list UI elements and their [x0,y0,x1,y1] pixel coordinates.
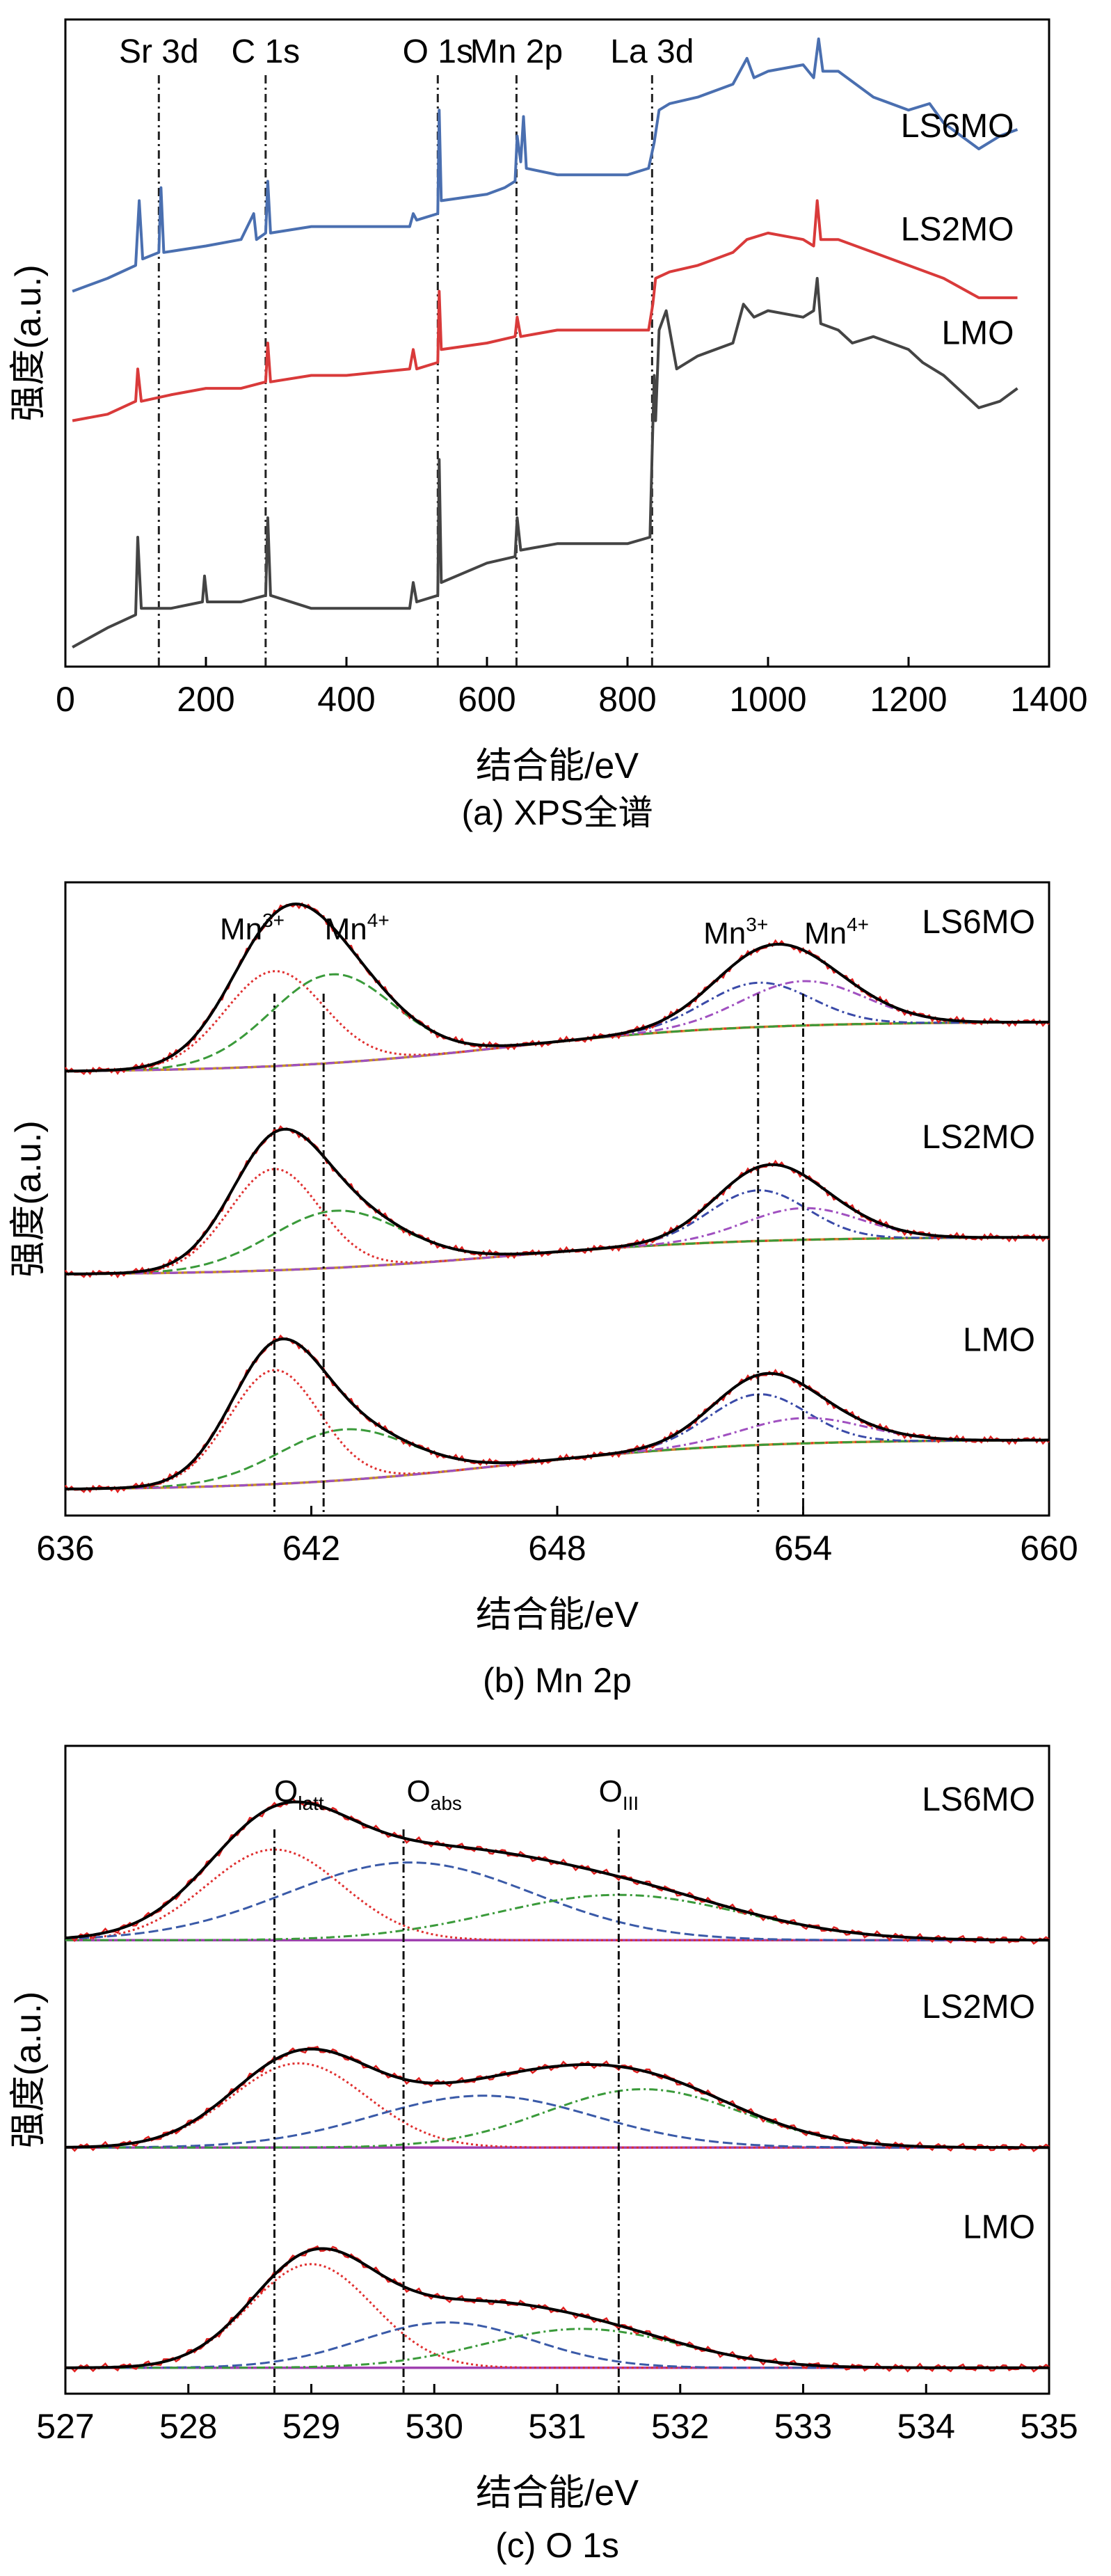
x-axis-label: 结合能/eV [476,1595,639,1635]
x-tick-label: 535 [1020,2407,1078,2446]
series-label: LS2MO [901,212,1014,248]
y-axis-label: 强度(a.u.) [8,1991,49,2148]
peak-label-base: O [274,1774,298,1808]
component-peak [65,973,1050,1072]
series-label: LMO [941,315,1014,351]
peak-label-superscript: 4+ [367,909,390,931]
x-tick-label: 400 [317,680,375,719]
series-line-ls6mo [72,37,1018,293]
fit-envelope-line [65,1800,1050,1942]
sample-label: LS6MO [922,1781,1035,1818]
y-axis-label: 强度(a.u.) [8,264,49,421]
sample-lmo: LMO [65,2209,1050,2373]
x-tick-label: 636 [36,1529,94,1568]
x-tick-label: 654 [774,1529,832,1568]
peak-label-superscript: 3+ [262,909,285,931]
plot-frame [64,18,1050,668]
x-tick-label: 1400 [1010,680,1087,719]
x-tick-label: 600 [458,680,515,719]
peak-label: OIII [599,1774,639,1814]
peak-label-superscript: 3+ [746,914,768,935]
y-axis-label: 强度(a.u.) [8,1120,49,1277]
peak-label-base: Mn [703,916,746,951]
x-tick-label: 800 [598,680,656,719]
fit-envelope-line [65,1127,1050,1275]
peak-label: Olatt [274,1774,324,1814]
x-tick-label: 200 [177,680,234,719]
panel-subtitle: (c) O 1s [495,2526,619,2565]
x-tick-label: 534 [897,2407,955,2446]
peak-label-base: O [599,1774,623,1808]
component-peak [65,2328,1049,2369]
x-tick-label: 532 [651,2407,709,2446]
x-tick-label: 529 [282,2407,340,2446]
sample-ls6mo: LS6MO [64,902,1050,1076]
sample-label: LS2MO [922,1119,1035,1156]
fit-envelope-line [65,2247,1049,2369]
x-tick-label: 648 [528,1529,586,1568]
component-peak [65,2094,1049,2149]
series-line-lmo [72,277,1018,649]
sample-label: LS2MO [922,1989,1035,2026]
fit-envelope-line [65,2047,1049,2149]
element-label: C 1s [231,33,300,70]
x-tick-label: 527 [36,2407,94,2446]
x-axis-label: 结合能/eV [476,2473,639,2513]
x-tick-label: 530 [406,2407,463,2446]
x-tick-label: 1000 [729,680,806,719]
element-label: La 3d [610,33,694,70]
peak-label-base: Mn [804,916,847,951]
x-tick-label: 533 [774,2407,832,2446]
peak-label: Mn3+ [703,914,768,951]
sample-label: LMO [963,2209,1035,2246]
panel-subtitle: (a) XPS全谱 [461,793,653,832]
peak-label: Mn3+ [220,909,285,946]
chart-panel-1: 0 200 400 600 800 1000 1200 1400 结合能/eV 强度(a.u.) (… [8,18,1088,832]
element-label: O 1s [403,33,473,70]
x-axis-label: 结合能/eV [476,746,639,786]
peak-label: Mn4+ [804,914,869,951]
series-line-ls2mo [72,199,1018,422]
fit-envelope-line [65,1337,1049,1490]
component-peak [65,2088,1049,2149]
x-tick-label: 0 [56,680,75,719]
peak-label-subscript: III [623,1792,639,1814]
x-tick-label: 531 [528,2407,586,2446]
series-label: LS6MO [901,108,1014,145]
sample-lmo: LMO [64,1321,1050,1494]
component-peak [65,1893,1050,1941]
x-tick-label: 528 [159,2407,217,2446]
chart-panel-3: 527 528 529 530 531 532 533 534 535 结合能/eV 强度(a.u.… [8,1744,1078,2565]
peak-label-base: Mn [220,912,262,946]
component-peak [65,1861,1049,1941]
fit-envelope-line [65,903,1049,1073]
sample-label: LS6MO [922,904,1035,941]
x-tick-label: 642 [282,1529,340,1568]
panel-subtitle: (b) Mn 2p [483,1661,632,1700]
element-label: Mn 2p [470,33,563,70]
x-tick-label: 1200 [870,680,947,719]
peak-label-subscript: latt [298,1792,324,1814]
sample-ls2mo: LS2MO [65,1989,1050,2153]
component-peak [65,1209,1049,1275]
peak-label-base: O [407,1774,431,1808]
chart-panel-2: 636 642 648 654 660 结合能/eV 强度(a.u.) (b) Mn 2p LS… [8,881,1078,1700]
peak-label-subscript: abs [431,1792,462,1814]
peak-label: Mn4+ [325,909,390,946]
sample-label: LMO [963,1321,1035,1358]
x-tick-label: 660 [1020,1529,1078,1568]
sample-ls2mo: LS2MO [64,1119,1050,1279]
peak-label-superscript: 4+ [847,914,869,935]
peak-label-base: Mn [325,912,367,946]
sample-ls6mo: LS6MO [65,1781,1050,1945]
peak-label: Oabs [407,1774,462,1814]
element-label: Sr 3d [119,33,199,70]
